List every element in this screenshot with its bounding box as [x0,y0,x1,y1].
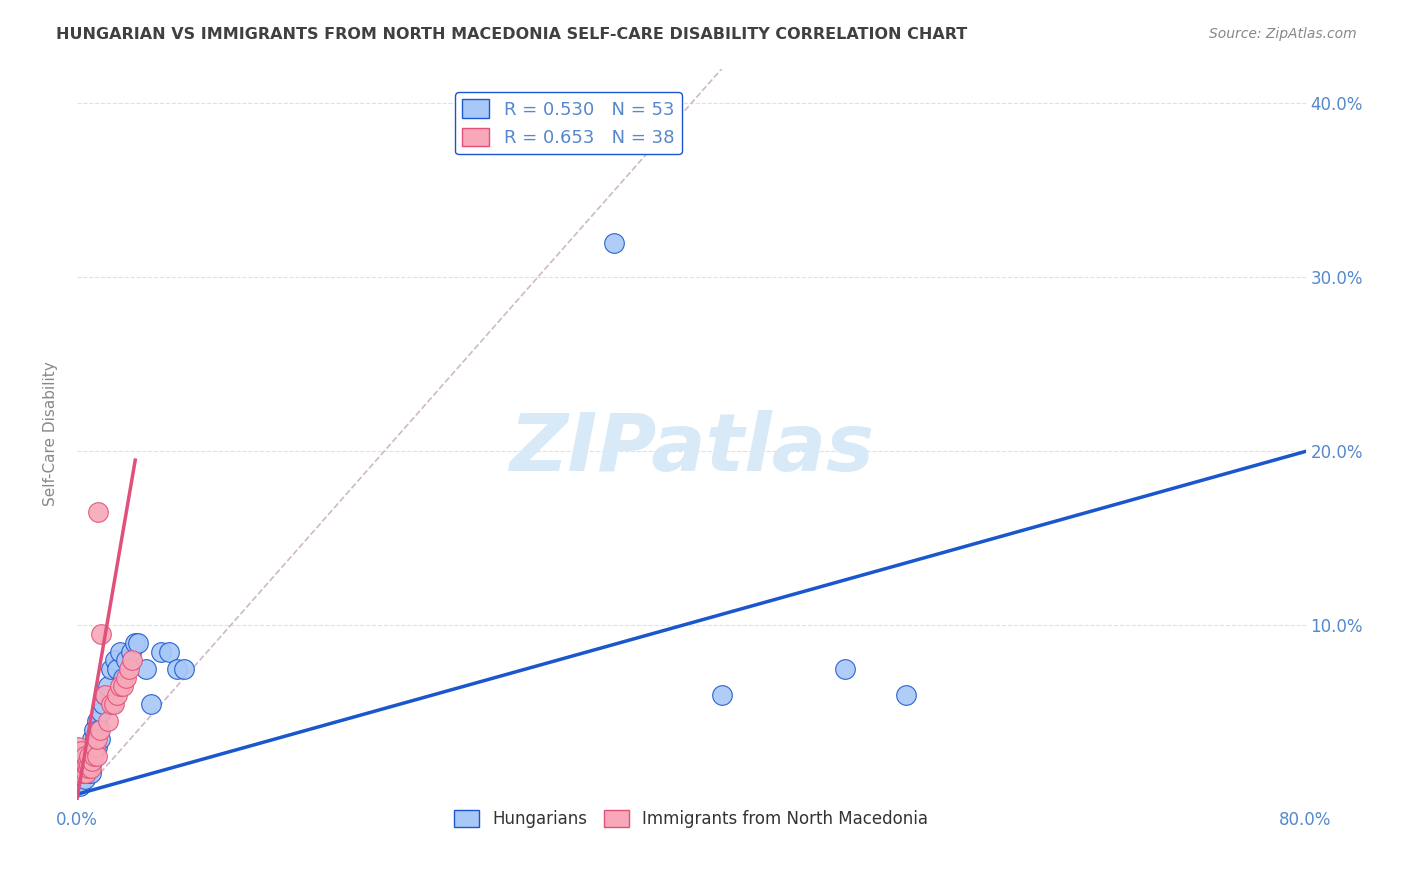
Point [80,766,103,780]
Point [82,740,104,755]
Point [127,636,149,650]
Point [70,749,93,764]
Point [73,772,96,786]
Point [157,644,180,658]
Point [834,662,856,676]
Point [67,761,90,775]
Point [101,697,124,711]
Point [135,662,157,676]
Point [69,749,91,764]
Point [73,749,96,764]
Point [115,653,138,667]
Y-axis label: Self-Care Disability: Self-Care Disability [44,361,58,507]
Point [84,731,107,746]
Point [80,754,103,768]
Point [77,761,100,775]
Point [70,761,93,775]
Point [70,757,93,772]
Point [173,662,195,676]
Point [115,671,138,685]
Point [97,714,120,729]
Point [76,757,98,772]
Point [69,779,91,793]
Point [111,671,134,685]
Point [77,749,100,764]
Point [104,653,127,667]
Point [73,761,96,775]
Point [710,688,733,702]
Point [75,766,97,780]
Point [73,761,96,775]
Point [896,688,918,702]
Point [72,754,94,768]
Point [83,723,105,737]
Point [150,644,173,658]
Legend: Hungarians, Immigrants from North Macedonia: Hungarians, Immigrants from North Macedo… [447,804,935,835]
Point [86,749,108,764]
Point [100,662,122,676]
Point [105,688,128,702]
Point [67,740,90,755]
Point [67,754,90,768]
Text: HUNGARIAN VS IMMIGRANTS FROM NORTH MACEDONIA SELF-CARE DISABILITY CORRELATION CH: HUNGARIAN VS IMMIGRANTS FROM NORTH MACED… [56,27,967,42]
Point [103,697,125,711]
Point [100,697,122,711]
Point [83,749,105,764]
Point [90,627,112,641]
Text: Source: ZipAtlas.com: Source: ZipAtlas.com [1209,27,1357,41]
Point [120,644,142,658]
Point [86,714,108,729]
Point [69,766,91,780]
Point [75,757,97,772]
Point [82,754,104,768]
Point [121,653,143,667]
Point [70,744,93,758]
Point [67,775,90,789]
Point [73,749,96,764]
Point [90,706,112,720]
Point [77,744,100,758]
Point [72,761,94,775]
Point [76,754,98,768]
Point [93,688,115,702]
Point [80,761,103,775]
Point [139,697,162,711]
Point [69,757,91,772]
Point [89,723,111,737]
Point [105,662,128,676]
Point [86,731,108,746]
Point [91,697,114,711]
Point [166,662,188,676]
Text: ZIPatlas: ZIPatlas [509,409,873,488]
Point [93,688,115,702]
Point [108,679,131,693]
Point [70,754,93,768]
Point [82,731,104,746]
Point [72,757,94,772]
Point [86,740,108,755]
Point [76,749,98,764]
Point [118,662,141,676]
Point [111,679,134,693]
Point [124,636,146,650]
Point [603,235,626,250]
Point [97,679,120,693]
Point [77,757,100,772]
Point [70,766,93,780]
Point [76,766,98,780]
Point [87,723,110,737]
Point [87,505,110,519]
Point [83,744,105,758]
Point [75,757,97,772]
Point [84,740,107,755]
Point [75,744,97,758]
Point [76,761,98,775]
Point [108,644,131,658]
Point [69,757,91,772]
Point [89,731,111,746]
Point [72,766,94,780]
